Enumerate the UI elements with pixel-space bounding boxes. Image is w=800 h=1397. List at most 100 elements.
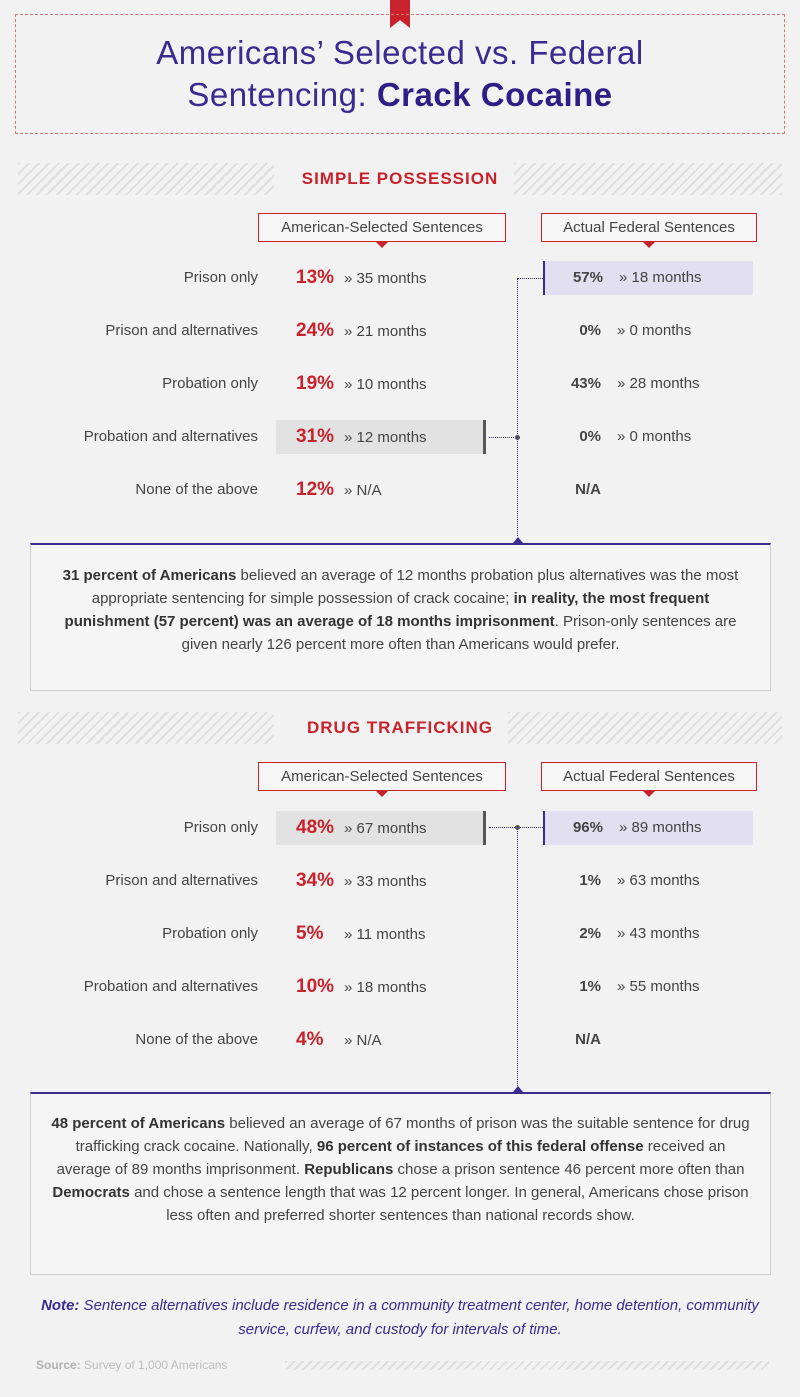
col-header-federal: Actual Federal Sentences <box>541 762 757 797</box>
selected-months: » 12 months <box>344 429 427 446</box>
selected-cell: 34% » 33 months <box>276 864 486 898</box>
selected-pct: 19% <box>296 373 335 394</box>
row-label: None of the above <box>135 481 258 498</box>
federal-pct: 2% <box>579 925 601 942</box>
federal-months: » 89 months <box>619 819 702 836</box>
hatch-left <box>18 712 274 744</box>
federal-pct: 43% <box>570 375 601 392</box>
section-title: DRUG TRAFFICKING <box>307 718 493 737</box>
federal-months: » 55 months <box>617 978 700 995</box>
selected-pct: 12% <box>296 479 335 500</box>
selected-cell: 19% » 10 months <box>276 367 486 401</box>
selected-months: » 67 months <box>344 820 427 837</box>
federal-months: » 0 months <box>617 322 692 339</box>
selected-cell: 24% » 21 months <box>276 314 486 348</box>
federal-pct: 96% <box>572 819 603 836</box>
selected-pct: 48% <box>296 817 335 838</box>
page-title-line2: Sentencing: Crack Cocaine <box>187 74 612 116</box>
summary-text: believed an average of 67 months of pris… <box>75 1115 750 1155</box>
selected-months: » 10 months <box>344 376 427 393</box>
federal-pct: 0% <box>579 322 601 339</box>
title-prefix: Sentencing: <box>187 76 377 113</box>
selected-months: » 11 months <box>344 926 426 943</box>
federal-cell: N/A <box>543 473 753 507</box>
row-label: Prison only <box>183 269 258 286</box>
federal-months: » 63 months <box>617 872 700 889</box>
title-box: Americans’ Selected vs. Federal Sentenci… <box>15 14 785 134</box>
summary-bold: in reality, the most frequent punishment… <box>64 590 710 630</box>
federal-cell: 0% » 0 months <box>543 314 753 348</box>
selected-pct: 31% <box>296 426 335 447</box>
summary-text: . Prison-only sentences are given nearly… <box>181 613 737 653</box>
federal-cell-highlighted: 96% » 89 months <box>543 811 753 845</box>
page-title-line1: Americans’ Selected vs. Federal <box>156 34 644 71</box>
hatch-left <box>18 163 274 195</box>
footnote: Note: Sentence alternatives include resi… <box>40 1294 760 1342</box>
selected-cell-highlighted: 48% » 67 months <box>276 811 486 845</box>
selected-months: » N/A <box>344 482 382 499</box>
row-label: Probation and alternatives <box>83 428 258 445</box>
note-label: Note: <box>41 1297 80 1314</box>
selected-cell: 5% » 11 months <box>276 917 486 951</box>
federal-pct: 57% <box>572 269 603 286</box>
federal-pct: N/A <box>575 481 601 498</box>
hatch-right <box>508 712 782 744</box>
source-line: Source: Survey of 1,000 Americans <box>36 1358 227 1372</box>
summary-text: received an average of 89 months impriso… <box>56 1138 726 1178</box>
col-header-selected: American-Selected Sentences <box>258 762 506 797</box>
note-text: Sentence alternatives include residence … <box>79 1297 759 1338</box>
selected-months: » 18 months <box>344 979 427 996</box>
col-header-selected: American-Selected Sentences <box>258 213 506 248</box>
row-label: Probation only <box>162 925 258 942</box>
summary-text: and chose a sentence length that was 12 … <box>129 1184 749 1224</box>
section-title: SIMPLE POSSESSION <box>301 169 499 188</box>
connector-line <box>517 827 518 1086</box>
summary-bold: Democrats <box>52 1184 130 1201</box>
federal-months: » 0 months <box>617 428 692 445</box>
summary-simple-possession: 31 percent of Americans believed an aver… <box>30 543 771 691</box>
selected-months: » N/A <box>344 1032 382 1049</box>
summary-bold: 96 percent of instances of this federal … <box>316 1138 644 1155</box>
pointer-arrow-icon <box>513 537 523 543</box>
summary-bold: Republicans <box>304 1161 394 1178</box>
federal-months: » 18 months <box>619 269 702 286</box>
summary-text: chose a prison sentence 46 percent more … <box>393 1161 745 1178</box>
source-label: Source: <box>36 1358 81 1372</box>
federal-cell: 43% » 28 months <box>543 367 753 401</box>
source-hatch <box>285 1361 769 1370</box>
row-label: Probation only <box>162 375 258 392</box>
row-label: Prison only <box>183 819 258 836</box>
selected-months: » 21 months <box>344 323 427 340</box>
summary-bold: 48 percent of Americans <box>51 1115 226 1132</box>
title-strong: Crack Cocaine <box>376 76 613 113</box>
federal-cell: 1% » 63 months <box>543 864 753 898</box>
row-label: None of the above <box>135 1031 258 1048</box>
connector-line <box>517 278 518 536</box>
selected-pct: 24% <box>296 320 335 341</box>
federal-cell: N/A <box>543 1023 753 1057</box>
section-header-simple-possession: SIMPLE POSSESSION <box>18 163 782 195</box>
federal-pct: N/A <box>575 1031 601 1048</box>
selected-months: » 35 months <box>344 270 427 287</box>
federal-months: » 28 months <box>617 375 700 392</box>
federal-cell: 0% » 0 months <box>543 420 753 454</box>
selected-cell: 4% » N/A <box>276 1023 486 1057</box>
federal-months: » 43 months <box>617 925 700 942</box>
selected-pct: 10% <box>296 976 335 997</box>
section-header-drug-trafficking: DRUG TRAFFICKING <box>18 712 782 744</box>
hatch-right <box>514 163 782 195</box>
connector-line <box>489 437 518 438</box>
connector-line <box>518 278 543 279</box>
federal-pct: 0% <box>579 428 601 445</box>
selected-pct: 34% <box>296 870 335 891</box>
selected-cell: 13% » 35 months <box>276 261 486 295</box>
federal-pct: 1% <box>579 978 601 995</box>
source-text: Survey of 1,000 Americans <box>80 1358 228 1372</box>
summary-text: believed an average of 12 months probati… <box>91 567 739 607</box>
summary-drug-trafficking: 48 percent of Americans believed an aver… <box>30 1092 771 1275</box>
row-label: Prison and alternatives <box>105 322 258 339</box>
selected-pct: 4% <box>296 1029 324 1050</box>
selected-cell: 10% » 18 months <box>276 970 486 1004</box>
selected-cell: 12% » N/A <box>276 473 486 507</box>
row-label: Prison and alternatives <box>105 872 258 889</box>
